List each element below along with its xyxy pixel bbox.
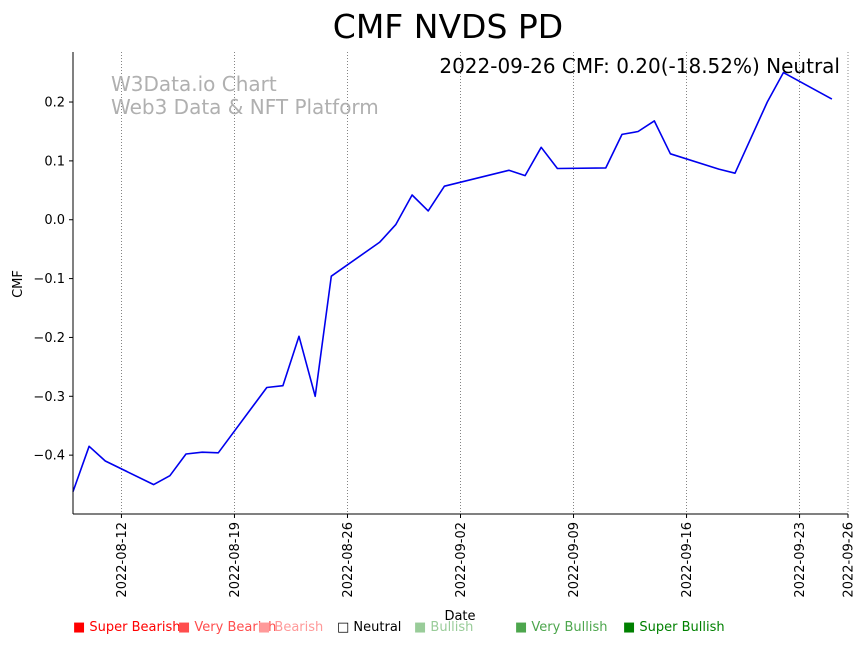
x-tick-label: 2022-09-26 xyxy=(842,522,857,598)
legend-item: ■ Bullish xyxy=(414,620,474,635)
y-tick-label: −0.1 xyxy=(33,272,65,287)
x-tick-label: 2022-08-19 xyxy=(228,522,243,598)
y-axis-label: CMF xyxy=(11,270,26,298)
series-layer xyxy=(72,71,833,492)
legend-item: ■ Very Bullish xyxy=(515,620,608,635)
y-tick-label: −0.4 xyxy=(33,449,65,464)
x-tick-label: 2022-09-02 xyxy=(454,522,469,598)
x-tick-label: 2022-09-09 xyxy=(567,522,582,598)
x-tick-label: 2022-08-26 xyxy=(341,522,356,598)
y-tick-label: 0.2 xyxy=(44,96,65,111)
watermark-line-2: Web3 Data & NFT Platform xyxy=(111,95,379,119)
x-tick-label: 2022-09-16 xyxy=(680,522,695,598)
y-tick-label: −0.2 xyxy=(33,331,65,346)
y-tick-label: −0.3 xyxy=(33,390,65,405)
watermark: W3Data.io Chart Web3 Data & NFT Platform xyxy=(111,72,379,119)
legend-item: ■ Very Bearish xyxy=(178,620,277,635)
y-tick-label: 0.1 xyxy=(44,154,65,169)
axes: 0.2 0.1 0.0 −0.1 −0.2 −0.3 −0.4 2022-08-12 2022-… xyxy=(33,52,857,598)
legend-item: ■ Bearish xyxy=(258,620,324,635)
series-line-cmf xyxy=(72,71,833,492)
legend-item: □ Neutral xyxy=(337,620,402,635)
x-tick-label: 2022-08-12 xyxy=(115,522,130,598)
chart-title: CMF NVDS PD xyxy=(333,7,563,46)
latest-value-annotation: 2022-09-26 CMF: 0.20(-18.52%) Neutral xyxy=(439,54,840,78)
x-axis-label: Date xyxy=(444,609,475,624)
legend-item: ■ Super Bearish xyxy=(73,620,181,635)
gridlines xyxy=(121,52,849,514)
x-tick-label: 2022-09-23 xyxy=(793,522,808,598)
legend-item: ■ Super Bullish xyxy=(623,620,725,635)
y-tick-label: 0.0 xyxy=(44,213,65,228)
watermark-line-1: W3Data.io Chart xyxy=(111,72,277,96)
